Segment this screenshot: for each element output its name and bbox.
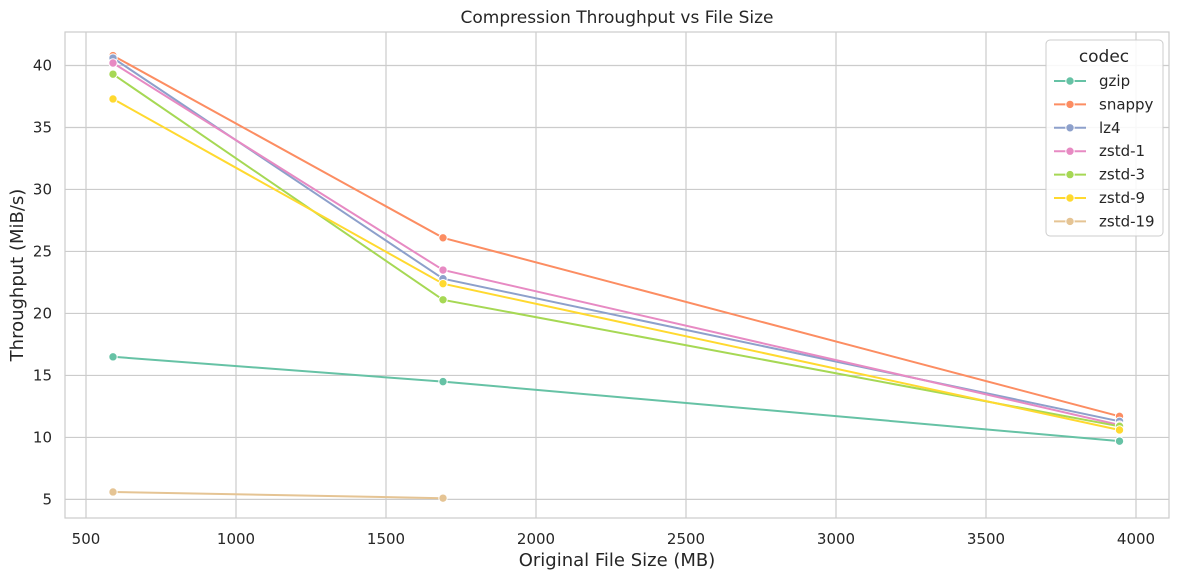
legend-label: gzip: [1099, 72, 1130, 90]
legend-item-zstd-19: zstd-19: [1054, 212, 1155, 230]
legend-label: zstd-19: [1099, 212, 1155, 230]
y-tick-label: 5: [42, 490, 52, 508]
x-tick-label: 3500: [967, 530, 1005, 548]
data-point: [438, 493, 448, 503]
y-tick-label: 30: [33, 180, 52, 198]
x-tick-label: 1000: [217, 530, 255, 548]
y-axis-label: Throughput (MiB/s): [7, 189, 28, 363]
legend-swatch-marker: [1065, 193, 1075, 203]
data-point: [108, 58, 118, 68]
legend: codec gzip snappy lz4 zstd-1 zstd-3 zstd-9 zst…: [1045, 39, 1164, 237]
y-tick-label: 20: [33, 304, 52, 322]
legend-swatch-marker: [1065, 99, 1075, 110]
y-tick-label: 25: [33, 242, 52, 260]
plot-frame: [64, 31, 1170, 519]
data-point: [438, 295, 448, 305]
series-line: [112, 491, 444, 500]
data-point: [108, 69, 118, 79]
legend-item-zstd-3: zstd-3: [1054, 166, 1145, 184]
legend-item-lz4: lz4: [1054, 119, 1121, 137]
y-tick-label: 35: [33, 118, 52, 136]
y-tick-label: 10: [33, 428, 52, 446]
legend-box: [1045, 39, 1164, 237]
legend-label: zstd-1: [1099, 142, 1145, 160]
series-zstd-19: [108, 487, 448, 503]
legend-label: snappy: [1099, 95, 1154, 113]
x-axis-ticks: 500 1000 1500 2000 2500 3000 3500 4000: [72, 530, 1155, 548]
data-point: [438, 265, 448, 275]
legend-swatch-marker: [1065, 216, 1075, 227]
data-point: [108, 352, 118, 362]
y-tick-label: 40: [33, 56, 52, 74]
data-point: [1114, 436, 1125, 446]
legend-label: lz4: [1099, 119, 1121, 137]
chart-title: Compression Throughput vs File Size: [461, 8, 774, 28]
x-tick-label: 2500: [667, 530, 705, 548]
x-tick-label: 3000: [817, 530, 855, 548]
data-point: [108, 94, 118, 104]
legend-title: codec: [1079, 47, 1129, 67]
series-zstd-9: [108, 94, 1125, 435]
series-lines: [108, 50, 1125, 503]
legend-item-zstd-1: zstd-1: [1054, 142, 1145, 160]
y-axis-ticks: 5 10 15 20 25 30 35 40: [33, 56, 52, 508]
data-point: [438, 233, 448, 243]
legend-swatch-marker: [1065, 76, 1075, 86]
x-tick-label: 500: [72, 530, 101, 548]
data-point: [1114, 425, 1125, 435]
data-point: [108, 487, 118, 497]
legend-item-zstd-9: zstd-9: [1054, 189, 1145, 207]
data-point: [438, 278, 448, 289]
legend-label: zstd-9: [1099, 189, 1145, 207]
legend-swatch-marker: [1065, 123, 1075, 133]
x-tick-label: 2000: [517, 530, 555, 548]
legend-item-gzip: gzip: [1054, 72, 1130, 90]
legend-label: zstd-3: [1099, 166, 1145, 184]
x-axis-label: Original File Size (MB): [519, 550, 716, 571]
legend-swatch-marker: [1065, 146, 1075, 156]
legend-items: gzip snappy lz4 zstd-1 zstd-3 zstd-9 zstd-19: [1054, 72, 1155, 230]
data-point: [438, 376, 448, 387]
series-zstd-3: [108, 69, 1125, 431]
legend-item-snappy: snappy: [1054, 95, 1154, 113]
y-tick-label: 15: [33, 366, 52, 384]
x-tick-label: 4000: [1117, 530, 1155, 548]
legend-swatch-marker: [1065, 169, 1075, 180]
x-tick-label: 1500: [367, 530, 405, 548]
series-gzip: [108, 352, 1125, 446]
